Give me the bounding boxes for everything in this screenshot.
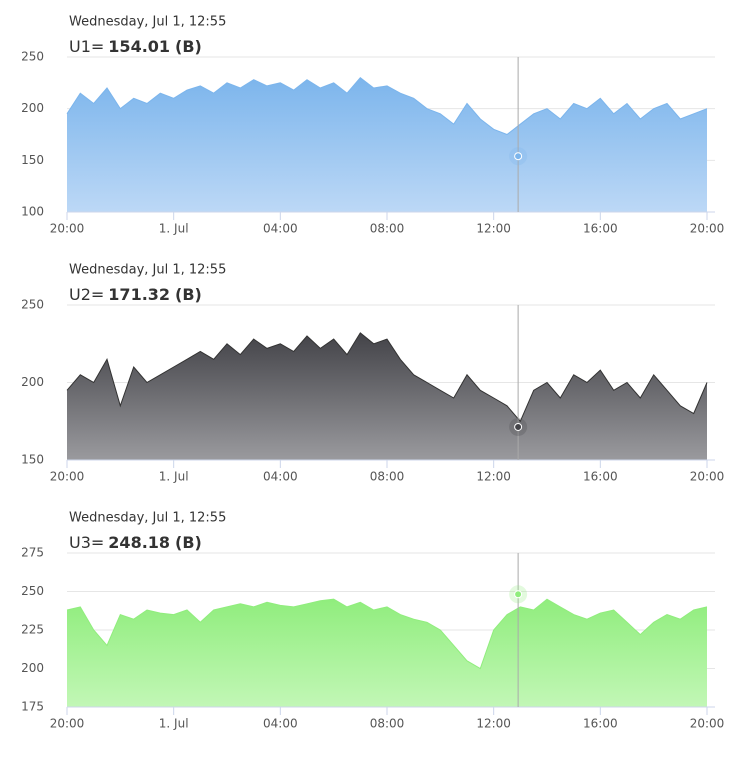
area-line (66, 77, 708, 136)
tooltip-label: U3= (69, 533, 104, 552)
x-tick-label: 20:00 (50, 222, 85, 236)
tooltip-header: Wednesday, Jul 1, 12:55 (69, 511, 226, 526)
x-tick-label: 04:00 (263, 717, 298, 731)
y-tick-label: 200 (21, 661, 44, 675)
x-tick-label: 16:00 (583, 222, 618, 236)
x-tick-label: 12:00 (476, 222, 511, 236)
area-fill (67, 77, 707, 212)
y-tick-label: 175 (21, 700, 44, 714)
x-tick-label: 20:00 (50, 717, 85, 731)
y-tick-label: 100 (21, 205, 44, 219)
y-tick-label: 250 (21, 584, 44, 598)
y-tick-label: 150 (21, 153, 44, 167)
x-tick-label: 20:00 (690, 717, 725, 731)
tooltip-label: U1= (69, 37, 104, 56)
tooltip-header: Wednesday, Jul 1, 12:55 (69, 263, 226, 278)
y-tick-label: 200 (21, 101, 44, 115)
area-fill (67, 599, 707, 707)
x-tick-label: 12:00 (476, 470, 511, 484)
x-tick-label: 1. Jul (159, 222, 189, 236)
x-tick-label: 08:00 (370, 222, 405, 236)
x-tick-label: 12:00 (476, 717, 511, 731)
tooltip-header: Wednesday, Jul 1, 12:55 (69, 15, 226, 30)
x-tick-label: 16:00 (583, 470, 618, 484)
tooltip-number: 171.32 (108, 285, 170, 304)
tooltip-label: U2= (69, 285, 104, 304)
y-tick-label: 150 (21, 453, 44, 467)
y-tick-label: 275 (21, 546, 44, 560)
y-tick-label: 200 (21, 375, 44, 389)
y-tick-label: 250 (21, 50, 44, 64)
marker (514, 590, 523, 599)
marker (514, 152, 523, 161)
y-tick-label: 250 (21, 298, 44, 312)
x-tick-label: 1. Jul (159, 717, 189, 731)
x-tick-label: 1. Jul (159, 470, 189, 484)
x-tick-label: 16:00 (583, 717, 618, 731)
area-line (66, 332, 708, 423)
tooltip-value: U3= 248.18 (B) (69, 533, 202, 552)
x-tick-label: 08:00 (370, 717, 405, 731)
tooltip-value: U1= 154.01 (B) (69, 37, 202, 56)
tooltip-value: U2= 171.32 (B) (69, 285, 202, 304)
tooltip-unit: (B) (175, 533, 202, 552)
tooltip-unit: (B) (175, 37, 202, 56)
marker (514, 422, 523, 431)
area-fill (67, 332, 707, 460)
tooltip-number: 248.18 (108, 533, 170, 552)
x-tick-label: 08:00 (370, 470, 405, 484)
tooltip-unit: (B) (175, 285, 202, 304)
x-tick-label: 20:00 (690, 470, 725, 484)
x-tick-label: 20:00 (690, 222, 725, 236)
tooltip-number: 154.01 (108, 37, 170, 56)
x-tick-label: 20:00 (50, 470, 85, 484)
area-line (66, 598, 708, 670)
x-tick-label: 04:00 (263, 470, 298, 484)
y-tick-label: 225 (21, 623, 44, 637)
x-tick-label: 04:00 (263, 222, 298, 236)
